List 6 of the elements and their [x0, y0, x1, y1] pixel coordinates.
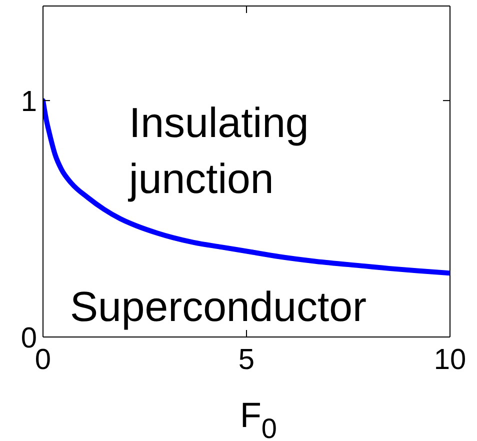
annotation: Insulating junction	[127, 99, 320, 202]
x-tick-label: 5	[238, 344, 255, 376]
annotation: Superconductor	[70, 283, 367, 330]
y-tick-label: 1	[20, 86, 37, 118]
x-tick-label: 10	[434, 344, 466, 376]
x-axis-title: F$_{0}$	[240, 396, 277, 441]
